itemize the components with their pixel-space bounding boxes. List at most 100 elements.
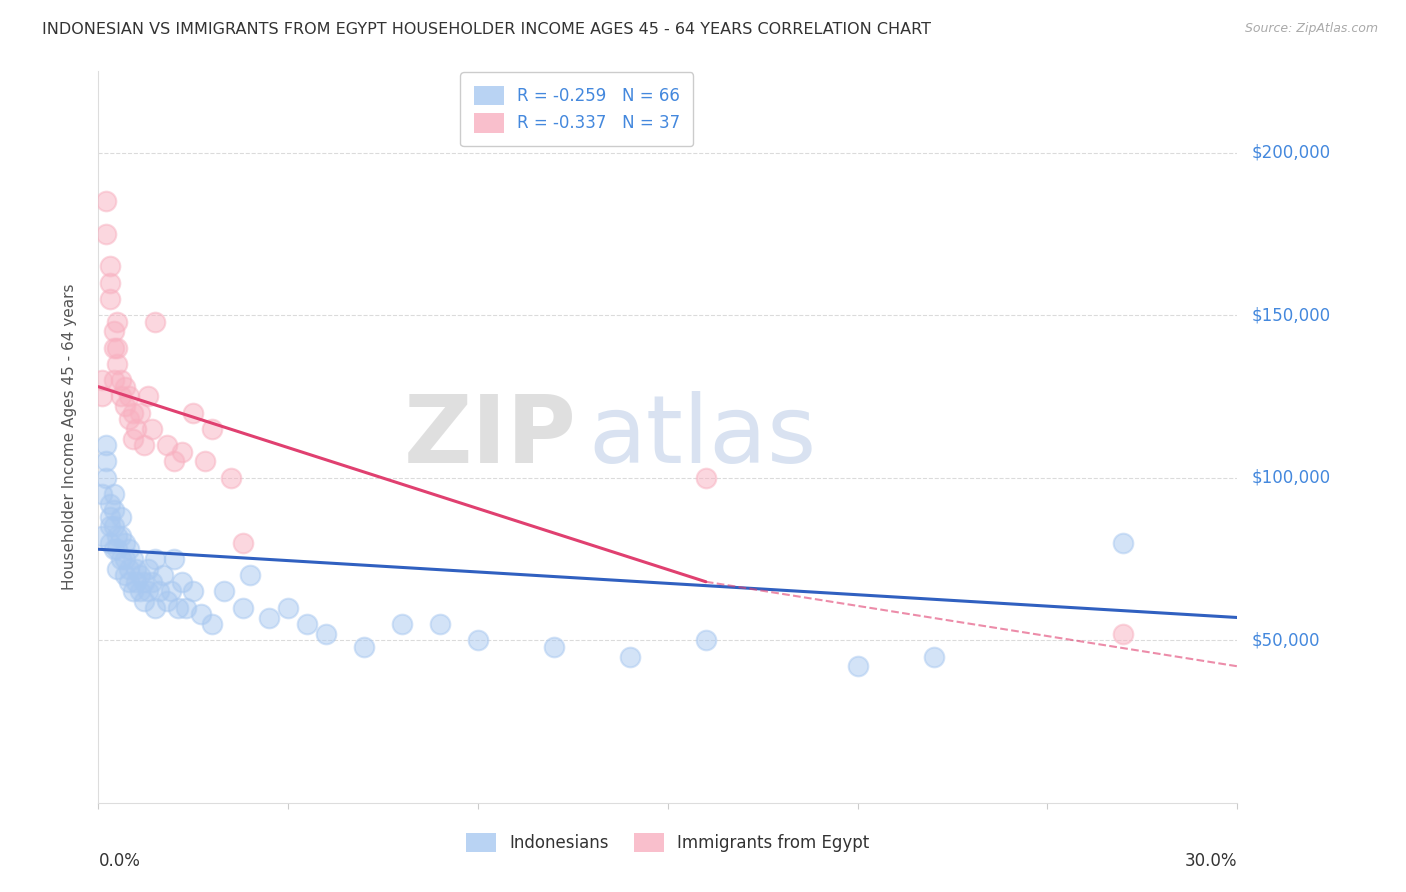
Point bbox=[239, 568, 262, 582]
Point bbox=[94, 454, 117, 468]
Point bbox=[1112, 626, 1135, 640]
Point bbox=[136, 584, 159, 599]
Point bbox=[297, 617, 319, 632]
Point bbox=[98, 519, 121, 533]
Point bbox=[94, 438, 117, 452]
Point bbox=[148, 584, 170, 599]
Point bbox=[110, 529, 132, 543]
Point bbox=[103, 542, 125, 557]
Point bbox=[94, 471, 117, 485]
Point bbox=[136, 389, 159, 403]
Point bbox=[391, 617, 413, 632]
Point bbox=[121, 584, 143, 599]
Point bbox=[118, 562, 141, 576]
Point bbox=[167, 600, 190, 615]
Point bbox=[121, 552, 143, 566]
Point bbox=[91, 487, 114, 501]
Point bbox=[103, 503, 125, 517]
Point bbox=[107, 562, 129, 576]
Point bbox=[114, 568, 136, 582]
Point bbox=[107, 357, 129, 371]
Point bbox=[183, 584, 205, 599]
Text: $200,000: $200,000 bbox=[1251, 144, 1330, 161]
Text: INDONESIAN VS IMMIGRANTS FROM EGYPT HOUSEHOLDER INCOME AGES 45 - 64 YEARS CORREL: INDONESIAN VS IMMIGRANTS FROM EGYPT HOUS… bbox=[42, 22, 931, 37]
Point bbox=[125, 422, 148, 436]
Text: atlas: atlas bbox=[588, 391, 817, 483]
Text: 30.0%: 30.0% bbox=[1185, 852, 1237, 870]
Point bbox=[125, 574, 148, 589]
Point bbox=[94, 227, 117, 241]
Text: $150,000: $150,000 bbox=[1251, 306, 1330, 324]
Point bbox=[103, 487, 125, 501]
Point bbox=[94, 194, 117, 209]
Point bbox=[174, 600, 197, 615]
Point bbox=[159, 584, 181, 599]
Point bbox=[221, 471, 243, 485]
Point bbox=[194, 454, 217, 468]
Point bbox=[110, 509, 132, 524]
Point bbox=[190, 607, 212, 622]
Point bbox=[129, 568, 152, 582]
Point bbox=[129, 584, 152, 599]
Text: 0.0%: 0.0% bbox=[98, 852, 141, 870]
Text: Source: ZipAtlas.com: Source: ZipAtlas.com bbox=[1244, 22, 1378, 36]
Point bbox=[118, 574, 141, 589]
Point bbox=[114, 535, 136, 549]
Point bbox=[103, 519, 125, 533]
Point bbox=[114, 399, 136, 413]
Text: ZIP: ZIP bbox=[404, 391, 576, 483]
Point bbox=[141, 422, 163, 436]
Point bbox=[91, 389, 114, 403]
Point bbox=[98, 260, 121, 274]
Point bbox=[132, 438, 155, 452]
Point bbox=[232, 535, 254, 549]
Point bbox=[107, 542, 129, 557]
Point bbox=[98, 509, 121, 524]
Point bbox=[103, 341, 125, 355]
Point bbox=[114, 380, 136, 394]
Point bbox=[163, 552, 186, 566]
Point bbox=[619, 649, 641, 664]
Point bbox=[170, 574, 193, 589]
Point bbox=[152, 568, 174, 582]
Point bbox=[125, 562, 148, 576]
Point bbox=[183, 406, 205, 420]
Point bbox=[141, 574, 163, 589]
Point bbox=[98, 497, 121, 511]
Point bbox=[118, 542, 141, 557]
Point bbox=[429, 617, 451, 632]
Point bbox=[98, 276, 121, 290]
Point bbox=[91, 529, 114, 543]
Point bbox=[103, 325, 125, 339]
Point bbox=[922, 649, 945, 664]
Point bbox=[110, 552, 132, 566]
Text: $100,000: $100,000 bbox=[1251, 468, 1330, 487]
Point bbox=[91, 373, 114, 387]
Point bbox=[695, 633, 717, 648]
Point bbox=[201, 617, 224, 632]
Point bbox=[259, 610, 281, 624]
Point bbox=[118, 412, 141, 426]
Point bbox=[107, 529, 129, 543]
Point bbox=[156, 594, 179, 608]
Point bbox=[170, 444, 193, 458]
Legend: Indonesians, Immigrants from Egypt: Indonesians, Immigrants from Egypt bbox=[458, 824, 877, 860]
Point bbox=[98, 292, 121, 306]
Point bbox=[212, 584, 235, 599]
Point bbox=[103, 373, 125, 387]
Point bbox=[121, 432, 143, 446]
Point bbox=[467, 633, 489, 648]
Point bbox=[110, 373, 132, 387]
Point bbox=[277, 600, 299, 615]
Point bbox=[145, 600, 167, 615]
Point bbox=[145, 552, 167, 566]
Text: $50,000: $50,000 bbox=[1251, 632, 1320, 649]
Point bbox=[163, 454, 186, 468]
Point bbox=[114, 552, 136, 566]
Point bbox=[132, 594, 155, 608]
Point bbox=[201, 422, 224, 436]
Point bbox=[136, 562, 159, 576]
Point bbox=[232, 600, 254, 615]
Point bbox=[543, 640, 565, 654]
Point bbox=[98, 535, 121, 549]
